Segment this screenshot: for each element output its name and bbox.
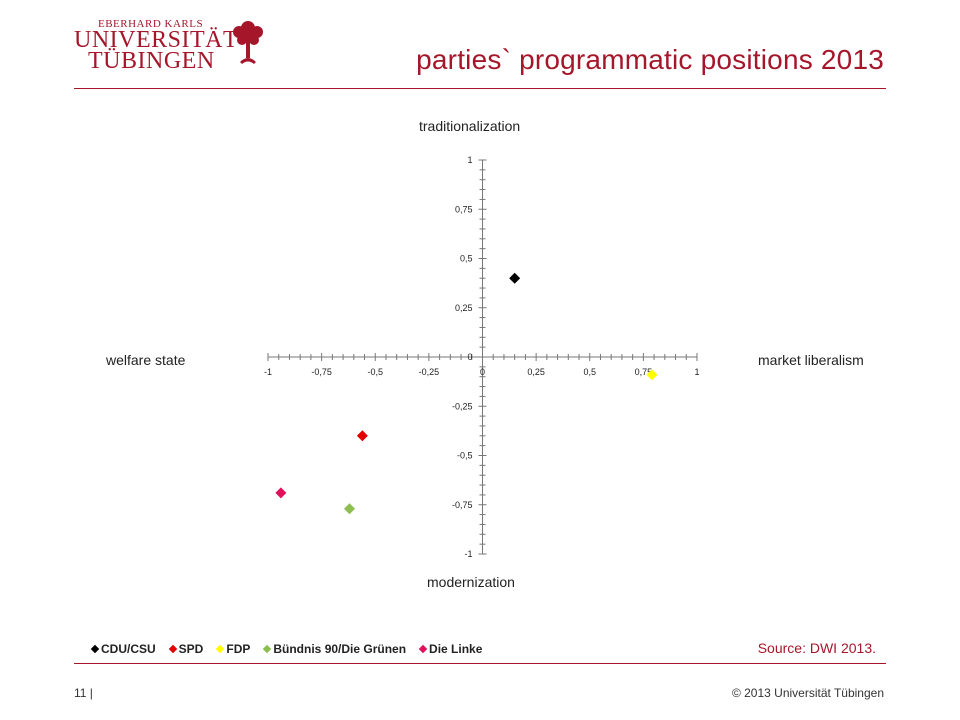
source-note: Source: DWI 2013.	[757, 640, 876, 656]
y-tick-label: -1	[464, 549, 472, 559]
legend-swatch	[418, 644, 428, 654]
x-tick-labels: -1 -0,75 -0,5 -0,25 0 0,25 0,5 0,75 1	[264, 367, 700, 377]
y-tick-label: 0,5	[460, 254, 473, 264]
legend-item: Die Linke	[418, 642, 483, 656]
x-tick-label: 1	[694, 367, 699, 377]
university-logo: EBERHARD KARLS UNIVERSITÄT TÜBINGEN	[74, 16, 274, 74]
y-tick-label: 0,75	[455, 204, 473, 214]
legend-label: Bündnis 90/Die Grünen	[273, 642, 407, 656]
legend-swatch	[263, 644, 272, 654]
legend-item: FDP	[216, 642, 251, 656]
logo-line-3: TÜBINGEN	[88, 48, 215, 74]
y-tick-label: -0,75	[452, 500, 473, 510]
legend-swatch	[90, 644, 100, 654]
x-tick-label: 0	[480, 367, 485, 377]
data-point-b-ndnis-90-die-gr-nen	[344, 503, 356, 515]
x-tick-label: -0,25	[419, 367, 440, 377]
title-divider	[74, 88, 886, 89]
palm-tree-emblem-icon	[233, 21, 263, 64]
x-axis-left-label: welfare state	[106, 352, 186, 368]
x-tick-label: -0,5	[367, 367, 383, 377]
chart-axes	[267, 159, 698, 555]
x-tick-label: -0,75	[311, 367, 332, 377]
legend-label: SPD	[178, 642, 204, 656]
x-tick-label: 0,5	[583, 367, 596, 377]
slide-title: parties` programmatic positions 2013	[416, 44, 884, 75]
data-point-cdu-csu	[509, 272, 521, 284]
y-tick-label: -0,25	[452, 401, 473, 411]
legend-item: SPD	[168, 642, 204, 656]
data-point-fdp	[646, 369, 658, 381]
page-number: 11 |	[74, 686, 93, 700]
y-tick-label: 0,25	[455, 303, 473, 313]
data-points	[275, 272, 658, 515]
y-tick-labels: 1 0,75 0,5 0,25 0 -0,25 -0,5 -0,75 -1	[452, 155, 473, 559]
y-axis-bottom-label: modernization	[427, 574, 515, 590]
y-tick-label: 1	[467, 155, 472, 165]
chart-legend: CDU/CSU SPD FDP Bündnis 90/Die Grünen Die Li…	[90, 642, 483, 656]
data-point-die-linke	[275, 487, 287, 499]
y-tick-label: -0,5	[457, 451, 473, 461]
y-tick-label: 0	[467, 352, 472, 362]
logo-line-2: UNIVERSITÄT	[74, 27, 239, 53]
x-tick-label: -1	[264, 367, 272, 377]
legend-label: FDP	[226, 642, 251, 656]
data-point-spd	[356, 430, 368, 442]
legend-label: Die Linke	[429, 642, 483, 656]
logo-line-1: EBERHARD KARLS	[98, 18, 204, 30]
copyright-notice: © 2013 Universität Tübingen	[731, 686, 884, 700]
legend-label: CDU/CSU	[101, 642, 156, 656]
legend-item: CDU/CSU	[90, 642, 156, 656]
footer-divider	[74, 663, 886, 664]
y-axis-top-label: traditionalization	[419, 118, 521, 134]
x-axis-right-label: market liberalism	[758, 352, 864, 368]
legend-swatch	[168, 644, 177, 654]
position-scatter-chart: -1 -0,75 -0,5 -0,25 0 0,25 0,5 0,75 1 1 0,75 0,5 0,…	[264, 155, 700, 559]
x-tick-label: 0,75	[635, 367, 653, 377]
legend-item: Bündnis 90/Die Grünen	[263, 642, 407, 656]
x-tick-label: 0,25	[527, 367, 545, 377]
legend-swatch	[216, 644, 225, 654]
